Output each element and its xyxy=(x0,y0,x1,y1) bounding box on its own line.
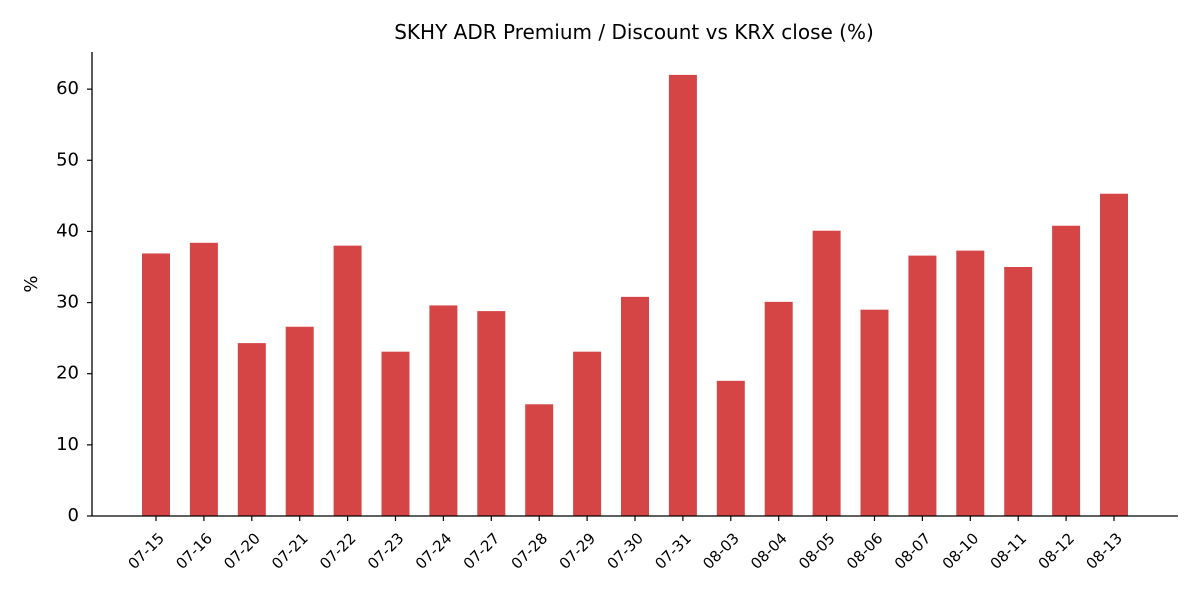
x-tick-label: 07-22 xyxy=(316,529,360,573)
y-tick-label: 20 xyxy=(56,363,79,384)
x-tick-label: 08-07 xyxy=(891,529,935,573)
bar-07-15 xyxy=(142,253,170,516)
bar-08-04 xyxy=(764,301,793,516)
x-tick-label: 08-12 xyxy=(1035,529,1079,573)
x-tick-label: 08-06 xyxy=(843,529,887,573)
y-tick-label: 30 xyxy=(56,292,79,313)
bar-08-11 xyxy=(1004,266,1033,516)
bar-07-28 xyxy=(525,404,554,516)
y-axis-ticks: 0 10 20 30 40 50 60 xyxy=(56,78,92,526)
x-tick-label: 07-30 xyxy=(603,529,647,573)
x-axis-ticks: 07-15 07-16 07-20 07-21 07-22 07-23 07-24 07-27… xyxy=(124,516,1126,573)
bar-07-31 xyxy=(668,74,697,517)
bar-07-23 xyxy=(381,351,410,516)
bar-07-24 xyxy=(429,305,458,516)
bar-08-12 xyxy=(1052,225,1081,517)
bar-08-03 xyxy=(716,380,745,516)
y-tick-label: 40 xyxy=(56,220,79,241)
bars-group xyxy=(142,74,1128,517)
x-tick-label: 07-24 xyxy=(412,529,456,573)
x-tick-label: 07-29 xyxy=(556,529,600,573)
x-tick-label: 08-10 xyxy=(939,529,983,573)
bar-07-20 xyxy=(237,343,266,516)
bar-07-21 xyxy=(285,326,314,516)
x-tick-label: 07-31 xyxy=(651,529,695,573)
x-tick-label: 08-13 xyxy=(1082,529,1126,573)
x-tick-label: 07-27 xyxy=(460,529,504,573)
bar-08-07 xyxy=(908,255,937,517)
y-tick-label: 60 xyxy=(56,78,79,99)
bar-07-30 xyxy=(621,296,649,516)
x-tick-label: 08-03 xyxy=(699,529,743,573)
bar-08-05 xyxy=(812,230,841,516)
bar-07-22 xyxy=(333,245,362,516)
x-tick-label: 07-15 xyxy=(124,529,168,573)
x-tick-label: 07-20 xyxy=(220,529,264,573)
y-tick-label: 0 xyxy=(68,505,79,526)
x-tick-label: 08-05 xyxy=(795,529,839,573)
x-tick-label: 07-16 xyxy=(172,529,216,573)
y-tick-label: 50 xyxy=(56,149,79,170)
y-tick-label: 10 xyxy=(56,434,79,455)
x-tick-label: 08-11 xyxy=(987,529,1031,573)
x-tick-label: 08-04 xyxy=(747,529,791,573)
bar-07-16 xyxy=(189,242,218,517)
bar-08-06 xyxy=(860,309,889,516)
bar-08-13 xyxy=(1100,193,1128,516)
chart-title: SKHY ADR Premium / Discount vs KRX close… xyxy=(394,20,874,44)
x-tick-label: 07-28 xyxy=(508,529,552,573)
y-axis-label: % xyxy=(21,275,42,292)
x-tick-label: 07-23 xyxy=(364,529,408,573)
bar-08-10 xyxy=(956,250,985,516)
bar-07-27 xyxy=(477,311,506,516)
x-tick-label: 07-21 xyxy=(268,529,312,573)
bar-07-29 xyxy=(573,351,602,516)
